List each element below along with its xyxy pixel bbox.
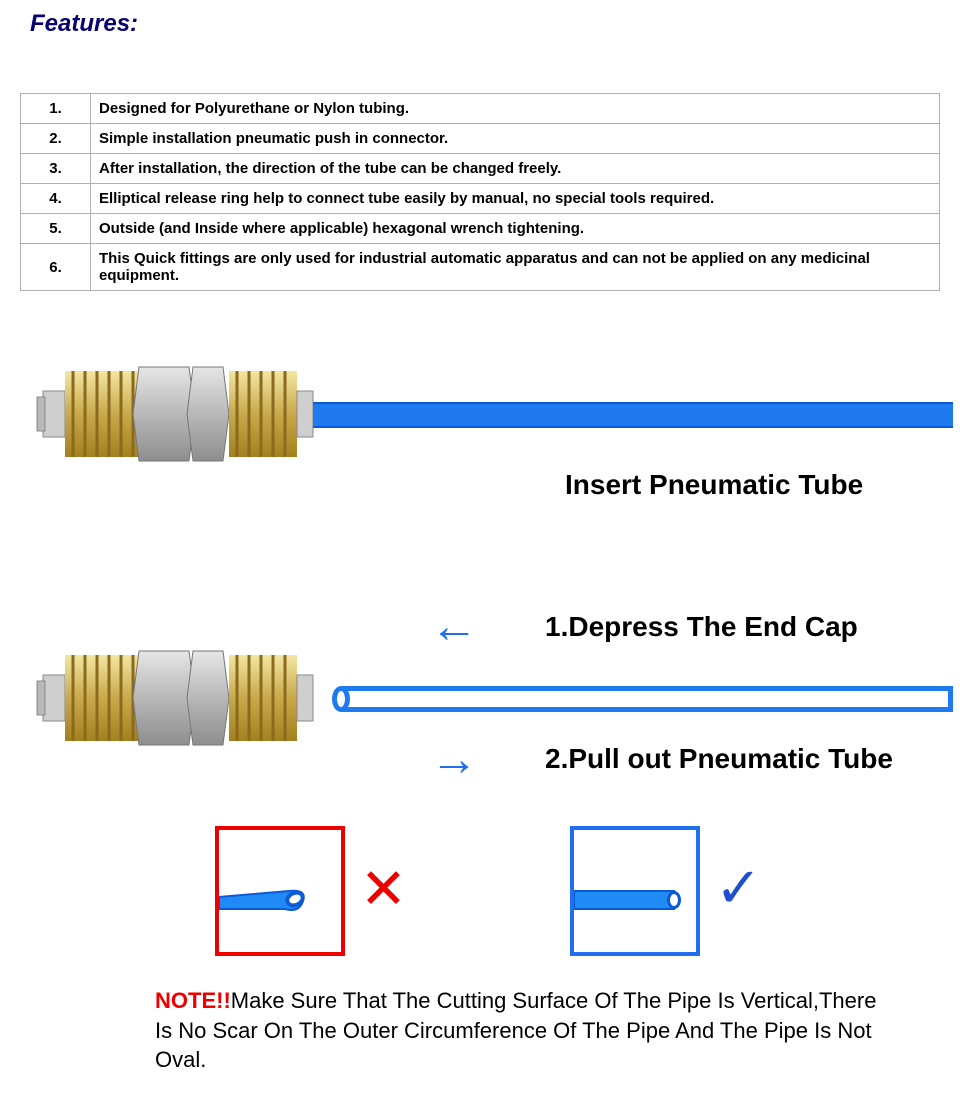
tube-cut-correct [574,885,689,915]
feature-number: 6. [21,244,91,291]
cross-icon: ✕ [360,861,407,917]
table-row: 2.Simple installation pneumatic push in … [21,124,940,154]
section-heading: Features: [30,10,945,38]
tube-cut-wrong [219,885,314,915]
feature-text: After installation, the direction of the… [91,154,940,184]
table-row: 4.Elliptical release ring help to connec… [21,184,940,214]
table-row: 6.This Quick fittings are only used for … [21,244,940,291]
caption-step2: 2.Pull out Pneumatic Tube [545,743,893,775]
caption-insert: Insert Pneumatic Tube [565,469,863,501]
box-wrong [215,826,345,956]
arrow-right-icon: → [430,736,478,784]
diagram-area: Insert Pneumatic Tube ← 1.Depress The En… [15,331,945,1081]
check-icon: ✓ [715,861,762,917]
table-row: 3.After installation, the direction of t… [21,154,940,184]
note-label: NOTE!! [155,988,231,1013]
feature-number: 1. [21,94,91,124]
fitting-bottom [35,633,315,763]
feature-text: Designed for Polyurethane or Nylon tubin… [91,94,940,124]
feature-number: 2. [21,124,91,154]
feature-text: Elliptical release ring help to connect … [91,184,940,214]
table-row: 1.Designed for Polyurethane or Nylon tub… [21,94,940,124]
caption-step1: 1.Depress The End Cap [545,611,858,643]
arrow-left-icon: ← [430,603,478,651]
box-correct [570,826,700,956]
feature-number: 5. [21,214,91,244]
feature-text: Outside (and Inside where applicable) he… [91,214,940,244]
feature-text: This Quick fittings are only used for in… [91,244,940,291]
feature-text: Simple installation pneumatic push in co… [91,124,940,154]
feature-number: 4. [21,184,91,214]
note-body: Make Sure That The Cutting Surface Of Th… [155,988,876,1072]
tube-pulled [341,686,953,712]
feature-number: 3. [21,154,91,184]
tube-inserted [313,402,953,428]
table-row: 5.Outside (and Inside where applicable) … [21,214,940,244]
features-table: 1.Designed for Polyurethane or Nylon tub… [20,93,940,291]
note-text: NOTE!!Make Sure That The Cutting Surface… [155,986,885,1075]
fitting-top [35,349,315,479]
